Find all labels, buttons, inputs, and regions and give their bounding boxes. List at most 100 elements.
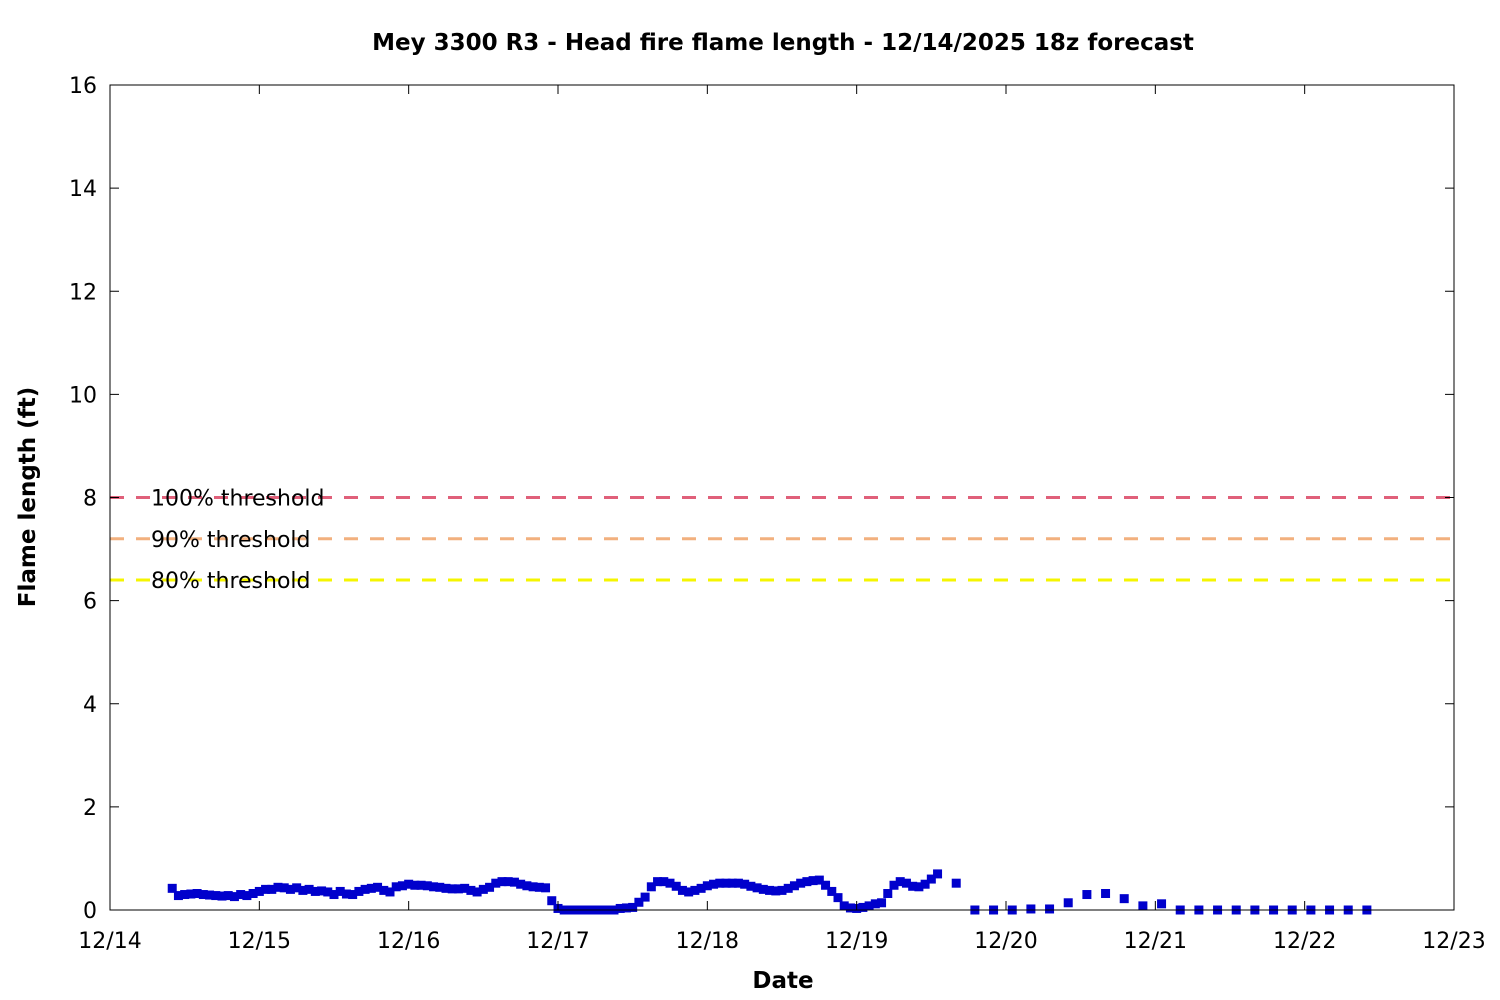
threshold-label: 90% threshold: [151, 528, 311, 553]
data-point: [429, 882, 439, 892]
data-point: [895, 877, 905, 887]
threshold-lines: 100% threshold 90% threshold 80% threshold: [110, 487, 1454, 594]
data-point: [279, 883, 289, 893]
data-point: [460, 883, 470, 893]
data-point: [385, 887, 395, 897]
data-point: [310, 886, 320, 896]
data-point: [1026, 904, 1036, 914]
data-point: [858, 902, 868, 912]
data-point: [628, 902, 638, 912]
data-point: [217, 891, 227, 901]
data-point: [621, 903, 631, 913]
data-point: [696, 883, 706, 893]
data-point: [864, 901, 874, 911]
x-tick-label: 12/14: [78, 929, 141, 954]
x-tick-label: 12/17: [526, 929, 589, 954]
data-point: [821, 880, 831, 890]
data-point: [671, 881, 681, 891]
data-point: [317, 886, 327, 896]
data-point: [758, 884, 768, 894]
data-point: [870, 899, 880, 909]
data-point: [410, 880, 420, 890]
data-point: [765, 885, 775, 895]
data-point: [733, 878, 743, 888]
x-tick-label: 12/23: [1422, 929, 1485, 954]
data-point: [254, 886, 264, 896]
y-tick-label: 14: [69, 177, 97, 202]
data-point: [746, 881, 756, 891]
data-point: [304, 884, 314, 894]
data-point: [740, 879, 750, 889]
data-point: [827, 886, 837, 896]
data-point: [721, 878, 731, 888]
x-tick-label: 12/22: [1273, 929, 1336, 954]
data-point: [497, 877, 507, 887]
data-point: [173, 891, 183, 901]
data-point: [808, 876, 818, 886]
data-point: [727, 878, 737, 888]
y-axis-label: Flame length (ft): [15, 387, 41, 607]
data-point: [783, 883, 793, 893]
data-point: [441, 883, 451, 893]
data-point: [933, 869, 943, 879]
data-point: [192, 889, 202, 898]
data-point: [715, 878, 725, 888]
data-point: [360, 884, 370, 894]
data-point: [646, 882, 656, 892]
data-point: [267, 884, 277, 894]
data-point: [640, 892, 650, 902]
data-point: [615, 903, 625, 913]
x-tick-label: 12/16: [377, 929, 440, 954]
x-tick-label: 12/21: [1124, 929, 1187, 954]
data-point: [167, 883, 177, 893]
data-point: [1138, 901, 1148, 911]
data-point: [547, 896, 557, 906]
data-point: [883, 889, 893, 898]
data-point: [951, 878, 961, 888]
data-point: [285, 884, 295, 894]
data-point: [684, 887, 694, 897]
data-point: [1082, 890, 1092, 900]
data-point: [802, 877, 812, 887]
threshold-label: 100% threshold: [151, 487, 325, 512]
data-point: [1119, 894, 1129, 904]
data-point: [229, 892, 239, 902]
threshold-label: 80% threshold: [151, 569, 311, 594]
data-point: [503, 877, 513, 887]
data-point: [1157, 899, 1167, 909]
data-point: [534, 882, 544, 892]
data-point: [920, 879, 930, 889]
data-point: [541, 883, 551, 893]
data-point: [366, 883, 376, 893]
data-point: [273, 882, 283, 892]
data-point: [478, 884, 488, 894]
data-point: [1045, 904, 1055, 914]
data-points: [167, 869, 1372, 915]
data-point: [335, 886, 345, 896]
data-point: [329, 890, 339, 900]
data-point: [522, 881, 532, 891]
y-tick-label: 16: [69, 74, 97, 99]
data-point: [397, 881, 407, 891]
y-tick-label: 8: [83, 487, 97, 512]
data-point: [205, 890, 215, 900]
data-point: [1101, 889, 1111, 898]
data-point: [373, 882, 383, 892]
data-point: [485, 882, 495, 892]
data-point: [186, 889, 196, 899]
data-point: [877, 898, 887, 908]
data-point: [292, 883, 302, 893]
data-point: [422, 881, 432, 891]
y-tick-label: 4: [83, 693, 97, 718]
data-point: [914, 882, 924, 892]
data-point: [653, 877, 663, 887]
data-point: [702, 881, 712, 891]
data-point: [1063, 898, 1073, 908]
x-axis-label: Date: [752, 968, 813, 994]
data-point: [659, 877, 669, 887]
chart-title: Mey 3300 R3 - Head fire flame length - 1…: [372, 30, 1194, 56]
data-point: [223, 891, 233, 901]
data-point: [242, 891, 252, 901]
data-point: [709, 879, 719, 889]
